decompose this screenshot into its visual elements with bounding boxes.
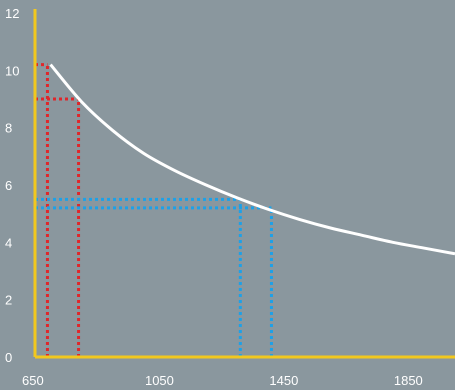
y-tick-labels: 0 2 4 6 8 10 12 (5, 6, 19, 365)
series-line (49, 63, 455, 256)
guide-lines (35, 63, 273, 357)
y-tick-label: 8 (5, 121, 12, 136)
x-tick-label: 1450 (269, 373, 298, 388)
y-tick-label: 12 (5, 6, 19, 21)
y-tick-label: 0 (5, 350, 12, 365)
y-tick-label: 2 (5, 293, 12, 308)
x-tick-label: 650 (22, 373, 44, 388)
y-tick-label: 4 (5, 235, 12, 250)
x-tick-labels: 650 1050 1450 1850 (22, 373, 423, 388)
x-tick-label: 1850 (394, 373, 423, 388)
x-tick-label: 1050 (145, 373, 174, 388)
y-tick-label: 10 (5, 63, 19, 78)
y-tick-label: 6 (5, 178, 12, 193)
